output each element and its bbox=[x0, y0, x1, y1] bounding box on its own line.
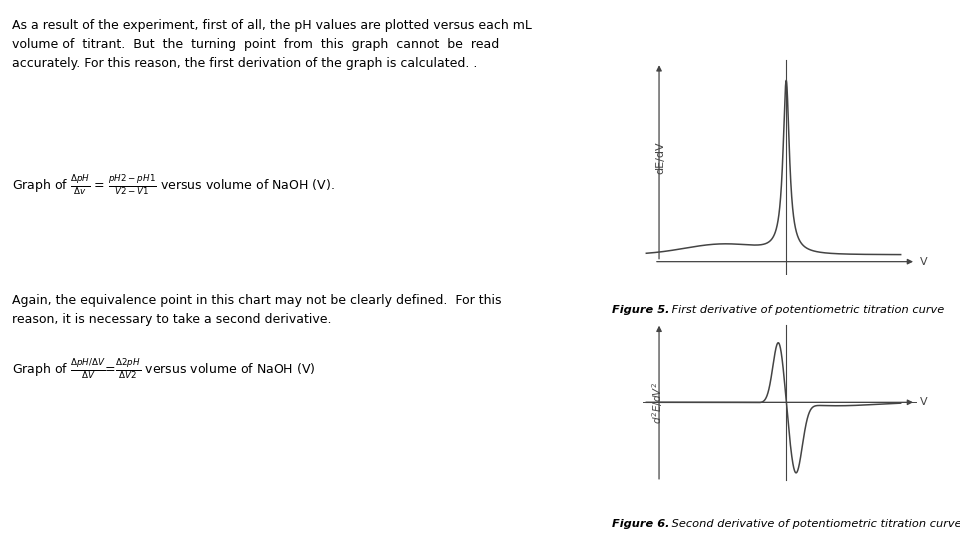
Text: As a result of the experiment, first of all, the pH values are plotted versus ea: As a result of the experiment, first of … bbox=[12, 19, 533, 70]
Text: Figure 6.: Figure 6. bbox=[612, 519, 670, 530]
Text: Graph of $\mathit{\frac{\Delta pH}{\Delta v}}$ = $\mathit{\frac{pH2-pH1}{V2-V1}}: Graph of $\mathit{\frac{\Delta pH}{\Delt… bbox=[12, 174, 335, 198]
Text: V: V bbox=[920, 256, 927, 267]
Text: Again, the equivalence point in this chart may not be clearly defined.  For this: Again, the equivalence point in this cha… bbox=[12, 294, 502, 326]
Text: V: V bbox=[920, 397, 927, 407]
Text: Second derivative of potentiometric titration curve: Second derivative of potentiometric titr… bbox=[668, 519, 960, 530]
Text: dE/dV: dE/dV bbox=[656, 141, 665, 174]
Text: $d^2E/dV^2$: $d^2E/dV^2$ bbox=[650, 381, 665, 423]
Text: First derivative of potentiometric titration curve: First derivative of potentiometric titra… bbox=[668, 305, 945, 315]
Text: Graph of $\mathit{\frac{\Delta pH/\Delta V}{\Delta V}}$=$\mathit{\frac{\Delta 2p: Graph of $\mathit{\frac{\Delta pH/\Delta… bbox=[12, 358, 316, 382]
Text: Figure 5.: Figure 5. bbox=[612, 305, 670, 315]
